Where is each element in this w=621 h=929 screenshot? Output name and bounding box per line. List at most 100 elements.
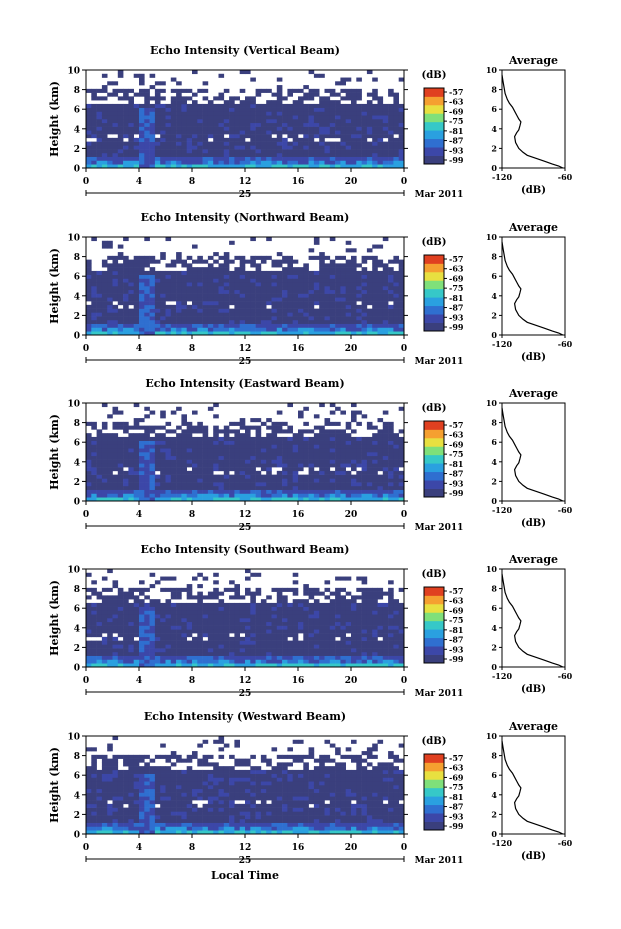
heatmap-cell	[345, 293, 352, 298]
heatmap-cell	[133, 327, 140, 332]
heatmap-cell	[154, 100, 161, 105]
heatmap-cell	[351, 137, 357, 142]
heatmap-cell	[91, 618, 97, 623]
heatmap-cell	[245, 455, 251, 460]
heatmap-cell	[133, 485, 140, 490]
profile-x-label: (dB)	[521, 352, 546, 363]
heatmap-cell	[388, 141, 394, 146]
heatmap-cell	[170, 77, 177, 82]
heatmap-cell	[356, 629, 362, 634]
heatmap-cell	[313, 448, 320, 453]
heatmap-cell	[181, 644, 187, 649]
heatmap-cell	[112, 497, 119, 502]
heatmap-cell	[319, 331, 325, 336]
heatmap-cell	[303, 584, 309, 589]
heatmap-cell	[202, 595, 209, 600]
heatmap-cell	[117, 130, 124, 135]
heatmap-cell	[218, 440, 225, 445]
heatmap-cell	[128, 587, 134, 592]
heatmap-cell	[276, 474, 283, 479]
heatmap-cell	[298, 640, 304, 645]
heatmap-cell	[160, 610, 166, 615]
heatmap-cell	[133, 126, 140, 131]
heatmap-cell	[276, 100, 283, 105]
heatmap-cell	[313, 115, 320, 120]
heatmap-cell	[170, 587, 177, 592]
heatmap-cell	[250, 651, 256, 656]
heatmap-cell	[170, 308, 177, 313]
heatmap-cell	[319, 482, 325, 487]
heatmap-cell	[234, 606, 240, 611]
heatmap-cell	[260, 497, 267, 502]
y-tick-label: 8	[74, 86, 80, 96]
heatmap-cell	[91, 278, 97, 283]
heatmap-cell	[117, 252, 124, 257]
heatmap-cell	[117, 308, 124, 313]
heatmap-cell	[393, 478, 399, 483]
heatmap-cell	[149, 625, 156, 630]
heatmap-cell	[335, 92, 341, 97]
heatmap-cell	[351, 497, 357, 502]
heatmap-cell	[207, 440, 214, 445]
heatmap-cell	[229, 141, 235, 146]
heatmap-cell	[128, 633, 134, 638]
heatmap-cell	[213, 633, 219, 638]
heatmap-cell	[298, 429, 304, 434]
heatmap-cell	[186, 633, 193, 638]
heatmap-cell	[351, 255, 357, 260]
heatmap-cell	[202, 103, 209, 108]
heatmap-cell	[197, 107, 203, 112]
heatmap-cell	[234, 433, 240, 438]
heatmap-cell	[245, 452, 251, 457]
heatmap-cell	[388, 610, 394, 615]
heatmap-cell	[351, 599, 357, 604]
heatmap-cell	[377, 455, 384, 460]
heatmap-cell	[372, 467, 378, 472]
heatmap-cell	[276, 636, 283, 641]
heatmap-cell	[245, 304, 251, 309]
colorbar-tick-label: -87	[449, 469, 463, 479]
heatmap-cell	[319, 444, 325, 449]
heatmap-cell	[255, 482, 262, 487]
heatmap-cell	[329, 92, 336, 97]
heatmap-cell	[329, 474, 336, 479]
heatmap-cell	[154, 425, 161, 430]
heatmap-cell	[239, 70, 246, 75]
heatmap-cell	[192, 293, 198, 298]
heatmap-cell	[351, 145, 357, 150]
heatmap-cell	[112, 331, 119, 336]
heatmap-cell	[382, 134, 389, 139]
heatmap-cell	[298, 293, 304, 298]
heatmap-cell	[107, 569, 113, 574]
heatmap-cell	[324, 282, 331, 287]
heatmap-cell	[366, 459, 373, 464]
heatmap-cell	[377, 119, 384, 124]
heatmap-cell	[393, 482, 399, 487]
heatmap-cell	[86, 655, 92, 660]
heatmap-cell	[313, 648, 320, 653]
heatmap-cell	[372, 331, 378, 336]
heatmap-cell	[345, 267, 352, 272]
heatmap-cell	[144, 103, 150, 108]
heatmap-cell	[101, 640, 108, 645]
heatmap-cell	[186, 429, 193, 434]
heatmap-cell	[139, 111, 145, 116]
heatmap-cell	[149, 115, 156, 120]
heatmap-cell	[319, 467, 325, 472]
heatmap-cell	[303, 119, 309, 124]
heatmap-cell	[303, 459, 309, 464]
heatmap-cell	[154, 444, 161, 449]
heatmap-cell	[160, 655, 166, 660]
heatmap-cell	[393, 599, 399, 604]
heatmap-cell	[366, 625, 373, 630]
heatmap-cell	[123, 237, 129, 242]
heatmap-cell	[388, 474, 394, 479]
heatmap-cell	[388, 467, 394, 472]
heatmap-cell	[234, 96, 240, 101]
heatmap-cell	[176, 282, 182, 287]
heatmap-cell	[313, 282, 320, 287]
heatmap-cell	[388, 103, 394, 108]
heatmap-cell	[398, 602, 405, 607]
heatmap-cell	[149, 584, 156, 589]
heatmap-cell	[91, 293, 97, 298]
